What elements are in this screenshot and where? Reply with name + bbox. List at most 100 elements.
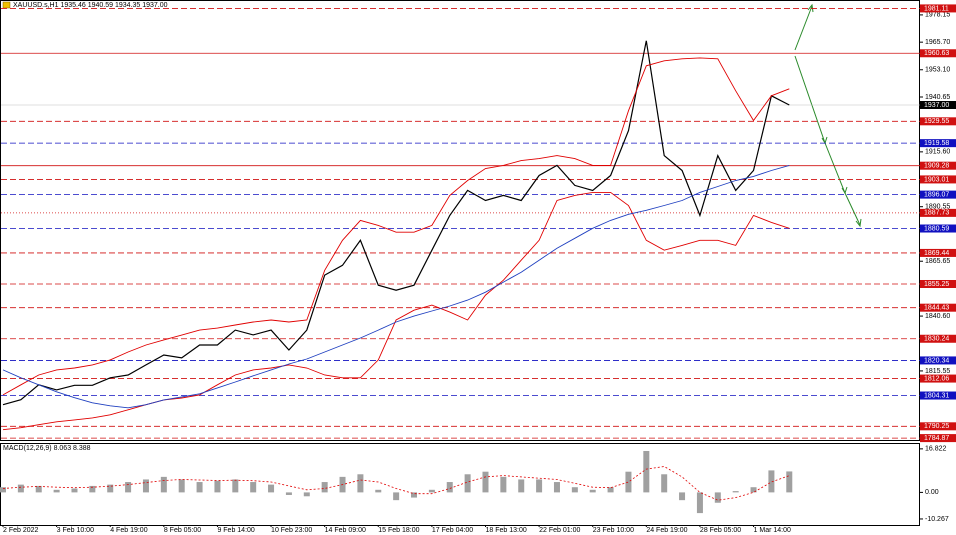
macd-bar [679, 492, 686, 501]
level-label: 1896.07 [924, 191, 949, 198]
y-tick-label: 1915.60 [925, 149, 950, 156]
macd-bar [17, 484, 24, 493]
level-label: 1804.31 [924, 392, 949, 399]
x-tick-label: 17 Feb 04:00 [432, 527, 473, 534]
level-label: 1960.63 [924, 50, 949, 57]
macd-bar [714, 492, 721, 503]
level-label: 1880.59 [924, 225, 949, 232]
level-label: 1909.28 [924, 163, 949, 170]
macd-bar [321, 482, 328, 493]
macd-bar [214, 480, 221, 493]
macd-bar [768, 470, 775, 493]
level-label: 1981.11 [924, 5, 949, 12]
macd-bar [71, 488, 78, 493]
level-box [920, 49, 956, 58]
macd-bar [196, 482, 203, 493]
level-box [920, 356, 956, 365]
level-box [920, 175, 956, 184]
macd-bar [375, 489, 382, 493]
x-tick-label: 4 Feb 19:00 [110, 527, 147, 534]
projection-arrows [794, 3, 862, 228]
x-tick-label: 8 Feb 05:00 [164, 527, 201, 534]
price-line [2, 40, 790, 406]
x-tick-label: 18 Feb 13:00 [485, 527, 526, 534]
x-tick-label: 3 Feb 10:00 [57, 527, 94, 534]
y-tick-label: 1815.55 [925, 368, 950, 375]
y-tick-label: 1865.65 [925, 258, 950, 265]
macd-bar [142, 479, 149, 493]
macd-bar [625, 471, 632, 493]
arrow-down [794, 55, 861, 226]
level-box [920, 190, 956, 199]
level-label: 1784.87 [924, 435, 949, 442]
macd-bar [428, 489, 435, 493]
price-line [2, 191, 790, 431]
last-price-box [920, 101, 956, 110]
level-box [920, 374, 956, 383]
macd-bar [107, 484, 114, 493]
level-label: 1903.01 [924, 176, 949, 183]
macd-bar [732, 491, 739, 493]
macd-bar [536, 479, 543, 493]
y-tick-label: 1965.70 [925, 39, 950, 46]
macd-bar [0, 487, 6, 493]
level-box [920, 208, 956, 217]
macd-bar [160, 476, 167, 493]
macd-bar [250, 482, 257, 493]
y-tick-label: 1840.60 [925, 313, 950, 320]
level-box [920, 161, 956, 170]
arrow-head [807, 3, 814, 13]
macd-bar [553, 482, 560, 493]
level-box [920, 391, 956, 400]
macd-bar [482, 471, 489, 493]
level-label: 1812.06 [924, 375, 949, 382]
macd-bar [786, 471, 793, 493]
x-tick-label: 9 Feb 14:00 [217, 527, 254, 534]
y-tick-label: 0.00 [925, 489, 939, 496]
macd-title: MACD(12,26,9) 8.063 8.388 [3, 445, 91, 452]
macd-bar [268, 484, 275, 493]
signal-line [2, 466, 790, 501]
level-box [920, 422, 956, 431]
x-tick-label: 1 Mar 14:00 [754, 527, 791, 534]
symbol-icon [2, 1, 11, 9]
level-label: 1869.44 [924, 250, 949, 257]
macd-bar [89, 485, 96, 493]
macd-bar [35, 485, 42, 493]
x-tick-label: 28 Feb 05:00 [700, 527, 741, 534]
macd-bar [750, 487, 757, 493]
x-tick-label: 2 Feb 2022 [3, 527, 39, 534]
macd-bar [411, 492, 418, 498]
macd-bar [232, 479, 239, 493]
macd-bar [446, 482, 453, 493]
level-label: 1820.34 [924, 357, 949, 364]
y-tick-label: 1978.15 [925, 12, 950, 19]
level-label: 1844.43 [924, 305, 949, 312]
macd-bar [571, 487, 578, 493]
macd-bar [500, 476, 507, 493]
macd-bar [393, 492, 400, 501]
y-tick-label: -10.267 [925, 516, 949, 523]
level-box [920, 4, 956, 13]
level-box [920, 224, 956, 233]
macd-bar [125, 482, 132, 493]
x-tick-label: 10 Feb 23:00 [271, 527, 312, 534]
macd-bar [607, 487, 614, 493]
level-box [920, 334, 956, 343]
macd-bar [357, 474, 364, 493]
y-tick-label: 1953.10 [925, 67, 950, 74]
price-line [2, 57, 790, 396]
level-label: 1919.58 [924, 140, 949, 147]
chart-title: XAUUSD.s,H1 1935.46 1940.59 1934.35 1937… [13, 2, 168, 9]
price-line [2, 164, 790, 409]
x-tick-label: 24 Feb 19:00 [646, 527, 687, 534]
x-tick-label: 14 Feb 09:00 [325, 527, 366, 534]
level-label: 1790.25 [924, 423, 949, 430]
macd-frame [0, 443, 920, 526]
y-tick-label: 16.822 [925, 446, 947, 453]
level-box [920, 303, 956, 312]
macd-bar [589, 489, 596, 493]
level-label: 1855.25 [924, 281, 949, 288]
macd-bar [53, 489, 60, 493]
